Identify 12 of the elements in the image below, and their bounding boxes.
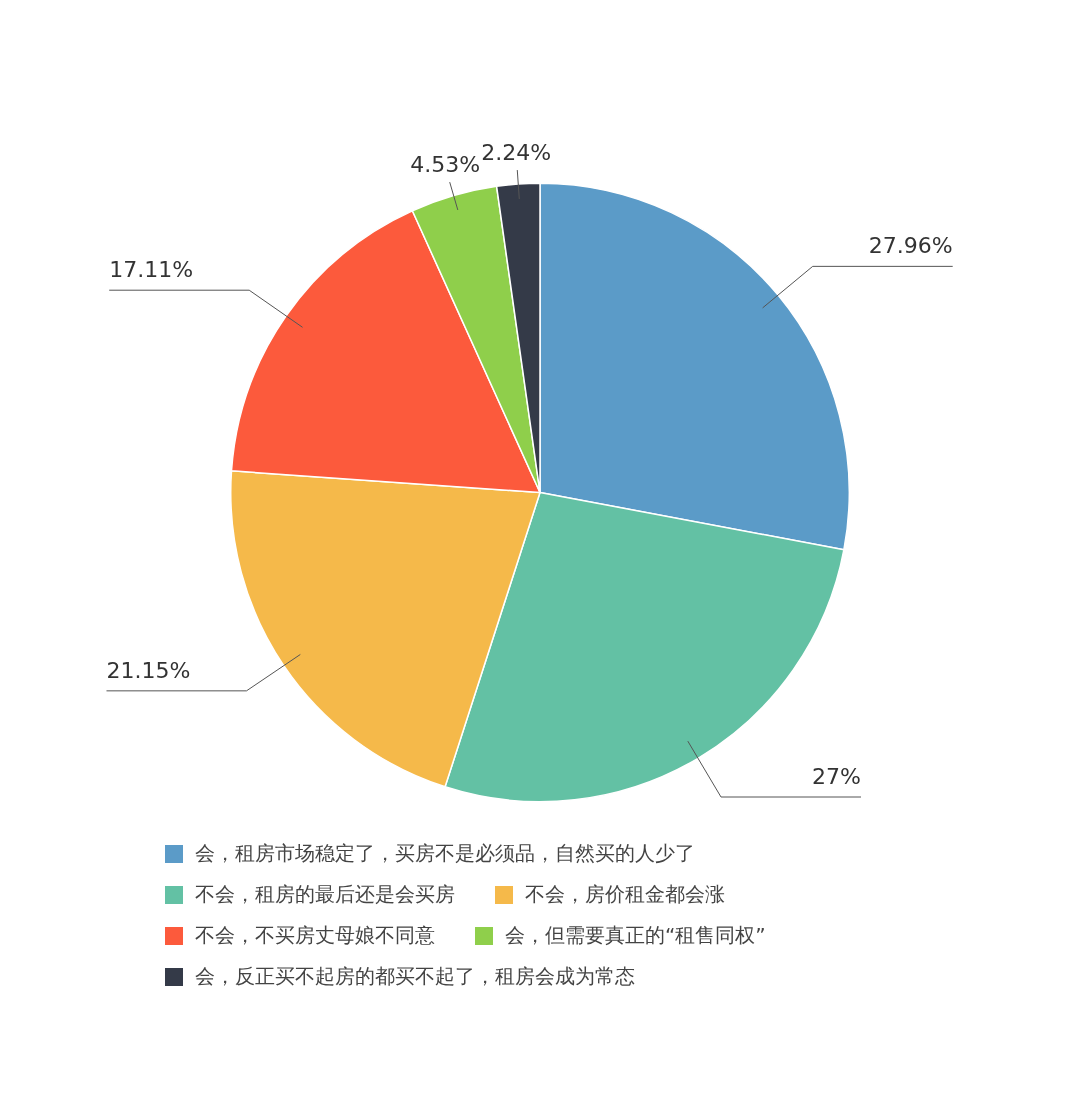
data-label: 21.15%: [106, 657, 191, 683]
legend-label: 不会，不买房丈母娘不同意: [195, 922, 435, 949]
data-label: 4.53%: [410, 152, 481, 178]
data-label: 17.11%: [109, 256, 194, 282]
data-label: 2.24%: [481, 139, 552, 165]
legend-label: 不会，租房的最后还是会买房: [195, 881, 455, 908]
legend-label: 会，但需要真正的“租售同权”: [505, 922, 766, 949]
legend-label: 会，租房市场稳定了，买房不是必须品，自然买的人少了: [195, 840, 695, 867]
data-label: 27%: [812, 763, 862, 789]
data-label: 27.96%: [868, 233, 953, 259]
legend-label: 不会，房价租金都会涨: [525, 881, 725, 908]
legend-label: 会，反正买不起房的都买不起了，租房会成为常态: [195, 963, 635, 990]
